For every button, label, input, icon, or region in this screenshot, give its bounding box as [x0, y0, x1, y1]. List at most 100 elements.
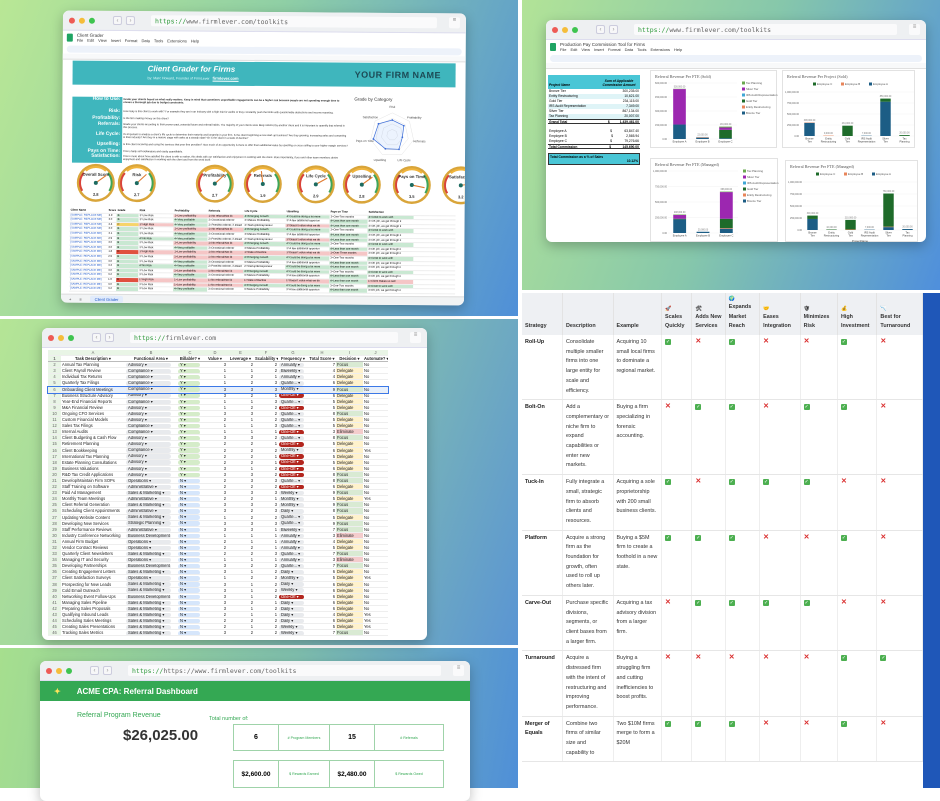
billable-dropdown[interactable]: N ▾	[178, 540, 200, 544]
frequency-dropdown[interactable]: One-Off ▾	[279, 595, 304, 599]
functional-area-dropdown[interactable]: Sales & Marketing ▾	[126, 631, 171, 635]
functional-area-dropdown[interactable]: Sales & Marketing ▾	[126, 491, 171, 495]
billable-dropdown[interactable]: Y ▾	[178, 369, 200, 373]
billable-dropdown[interactable]: N ▾	[178, 601, 200, 605]
back-icon[interactable]: ‹	[113, 16, 122, 25]
client-cell[interactable]: 3=OK job, we get through it	[368, 220, 414, 224]
functional-area-dropdown[interactable]: Administrative ▾	[126, 528, 171, 532]
client-cell[interactable]: 3=A few additional opportun	[285, 261, 329, 265]
client-cell[interactable]: 4=Less than one month	[329, 233, 367, 237]
billable-dropdown[interactable]: N ▾	[178, 521, 200, 525]
functional-area-dropdown[interactable]: Sales & Marketing ▾	[126, 552, 171, 556]
billable-dropdown[interactable]: N ▾	[178, 631, 200, 635]
client-cell[interactable]: 4=Very profitable	[173, 237, 207, 241]
frequency-dropdown[interactable]: Quarte... ▾	[279, 424, 304, 428]
billable-dropdown[interactable]: Y ▾	[178, 460, 200, 464]
frequency-dropdown[interactable]: Monthly ▾	[279, 448, 304, 452]
client-cell[interactable]: 4=Less than one month	[329, 279, 367, 283]
client-cell[interactable]: 4=Very profitable	[174, 219, 208, 223]
frequency-dropdown[interactable]: Annually ▾	[279, 546, 304, 550]
functional-area-dropdown[interactable]: Advisory ▾	[126, 460, 171, 464]
billable-dropdown[interactable]: N ▾	[178, 588, 200, 592]
client-cell[interactable]: 1=No referral/Not lik	[207, 279, 243, 283]
billable-dropdown[interactable]: N ▾	[178, 485, 200, 489]
column-header[interactable]: Automate? ▾	[363, 356, 388, 361]
column-letter-F[interactable]: F	[254, 350, 278, 355]
billable-dropdown[interactable]: Y ▾	[178, 412, 200, 416]
billable-dropdown[interactable]: Y ▾	[178, 400, 200, 404]
functional-area-dropdown[interactable]: Sales & Marketing ▾	[126, 582, 171, 586]
functional-area-dropdown[interactable]: Compliance ▾	[126, 381, 171, 385]
client-cell[interactable]: 3=OK job, we get through it	[367, 234, 413, 238]
billable-dropdown[interactable]: N ▾	[178, 576, 200, 580]
frequency-dropdown[interactable]: One-Off ▾	[279, 467, 304, 471]
frequency-dropdown[interactable]: Quarte... ▾	[279, 400, 304, 404]
client-cell[interactable]: 4=Very profitable	[173, 232, 207, 236]
frequency-dropdown[interactable]: One-Off ▾	[279, 460, 304, 464]
client-cell[interactable]: 1=No referral/Not lik	[207, 269, 243, 273]
billable-dropdown[interactable]: Y ▾	[178, 381, 200, 385]
client-cell[interactable]: 1=No referral/Not lik	[207, 283, 243, 287]
column-letter-D[interactable]: D	[203, 350, 227, 355]
menu-view[interactable]: View	[98, 38, 107, 43]
functional-area-dropdown[interactable]: Sales & Marketing ▾	[126, 570, 171, 574]
functional-area-dropdown[interactable]: Business Development ▾	[126, 595, 171, 599]
client-cell[interactable]: 2=Possible referrer, if asked	[208, 223, 244, 227]
functional-area-dropdown[interactable]: Sales & Marketing ▾	[126, 515, 171, 519]
reader-icon[interactable]: ≡	[453, 665, 464, 676]
functional-area-dropdown[interactable]: Sales & Marketing ▾	[126, 619, 171, 623]
billable-dropdown[interactable]: Y ▾	[178, 430, 200, 434]
client-cell[interactable]: 1=No referral/Not lik	[207, 251, 243, 255]
client-cell[interactable]: 2=Possible referrer, if asked	[207, 237, 243, 241]
frequency-dropdown[interactable]: Daily ▾	[279, 570, 304, 574]
functional-area-dropdown[interactable]: Advisory ▾	[126, 406, 171, 410]
client-cell[interactable]: 4=Could be doing a lot more	[285, 256, 329, 260]
client-cell[interactable]: 3=One-Two months	[329, 229, 367, 233]
client-name-link[interactable]: [SAMPLE- REPLACE ME]	[70, 213, 108, 217]
client-cell[interactable]: 4=Less than one month	[329, 247, 367, 251]
client-cell[interactable]: 4=Could be doing a lot more	[285, 265, 329, 269]
client-cell[interactable]: 4=Great to work with	[367, 243, 413, 247]
client-cell[interactable]: 4=Very profitable	[173, 246, 207, 250]
column-header[interactable]: Task Description ▾	[61, 356, 125, 361]
client-cell[interactable]: 1=High Risk	[138, 278, 173, 282]
minimize-window-button[interactable]	[56, 668, 62, 674]
client-name-link[interactable]: [SAMPLE- REPLACE ME]	[69, 264, 107, 268]
menu-data[interactable]: Data	[625, 47, 633, 52]
address-bar[interactable]: https://firmlever.com	[130, 332, 398, 343]
column-header[interactable]: Total Score ▾	[308, 356, 336, 361]
client-cell[interactable]: 3=Occasional referrer	[207, 288, 243, 292]
client-cell[interactable]: 2=Possible referrer, if asked	[207, 265, 243, 269]
back-icon[interactable]: ‹	[596, 25, 605, 34]
client-cell[interactable]: 3=OK job, we get through it	[367, 238, 413, 242]
client-name-link[interactable]: [SAMPLE- REPLACE ME]	[69, 278, 107, 282]
functional-area-dropdown[interactable]: Strategic Planning ▾	[126, 521, 171, 525]
frequency-dropdown[interactable]: One-Off ▾	[279, 430, 304, 434]
billable-dropdown[interactable]: N ▾	[178, 613, 200, 617]
client-cell[interactable]: 3=One-Two months	[329, 256, 367, 260]
client-cell[interactable]: 3=One-Two months	[329, 243, 367, 247]
address-bar[interactable]: https://www.firmlever.com/toolkits	[634, 24, 897, 35]
column-letter-B[interactable]: B	[125, 350, 177, 355]
client-cell[interactable]: 4=Emerging Growth	[243, 256, 285, 260]
column-letter-E[interactable]: E	[227, 350, 254, 355]
billable-dropdown[interactable]: Y ▾	[178, 454, 200, 458]
address-bar[interactable]: https://https://www.firmlever.com/toolki…	[128, 665, 441, 676]
client-cell[interactable]: 3=Occasional referrer	[207, 246, 243, 250]
column-header[interactable]: Value ▾	[203, 356, 227, 361]
frequency-dropdown[interactable]: Annually ▾	[279, 534, 304, 538]
client-cell[interactable]: 3=Low Risk	[138, 228, 173, 232]
client-cell[interactable]: 1=Low profitability	[173, 278, 207, 282]
frequency-dropdown[interactable]: Quarte... ▾	[279, 515, 304, 519]
frequency-dropdown[interactable]: Quarte... ▾	[279, 412, 304, 416]
frequency-dropdown[interactable]: One-Off ▾	[279, 473, 304, 477]
client-cell[interactable]: 1=Doesn't value what we do	[285, 251, 329, 255]
close-window-button[interactable]	[69, 17, 75, 23]
billable-dropdown[interactable]: N ▾	[178, 619, 200, 623]
menu-help[interactable]: Help	[674, 47, 682, 52]
client-cell[interactable]: 4=Emerging Growth	[243, 228, 285, 232]
frequency-dropdown[interactable]: Quarte... ▾	[279, 521, 304, 525]
functional-area-dropdown[interactable]: Compliance ▾	[126, 369, 171, 373]
client-cell[interactable]: 1=Low profitability	[173, 228, 207, 232]
